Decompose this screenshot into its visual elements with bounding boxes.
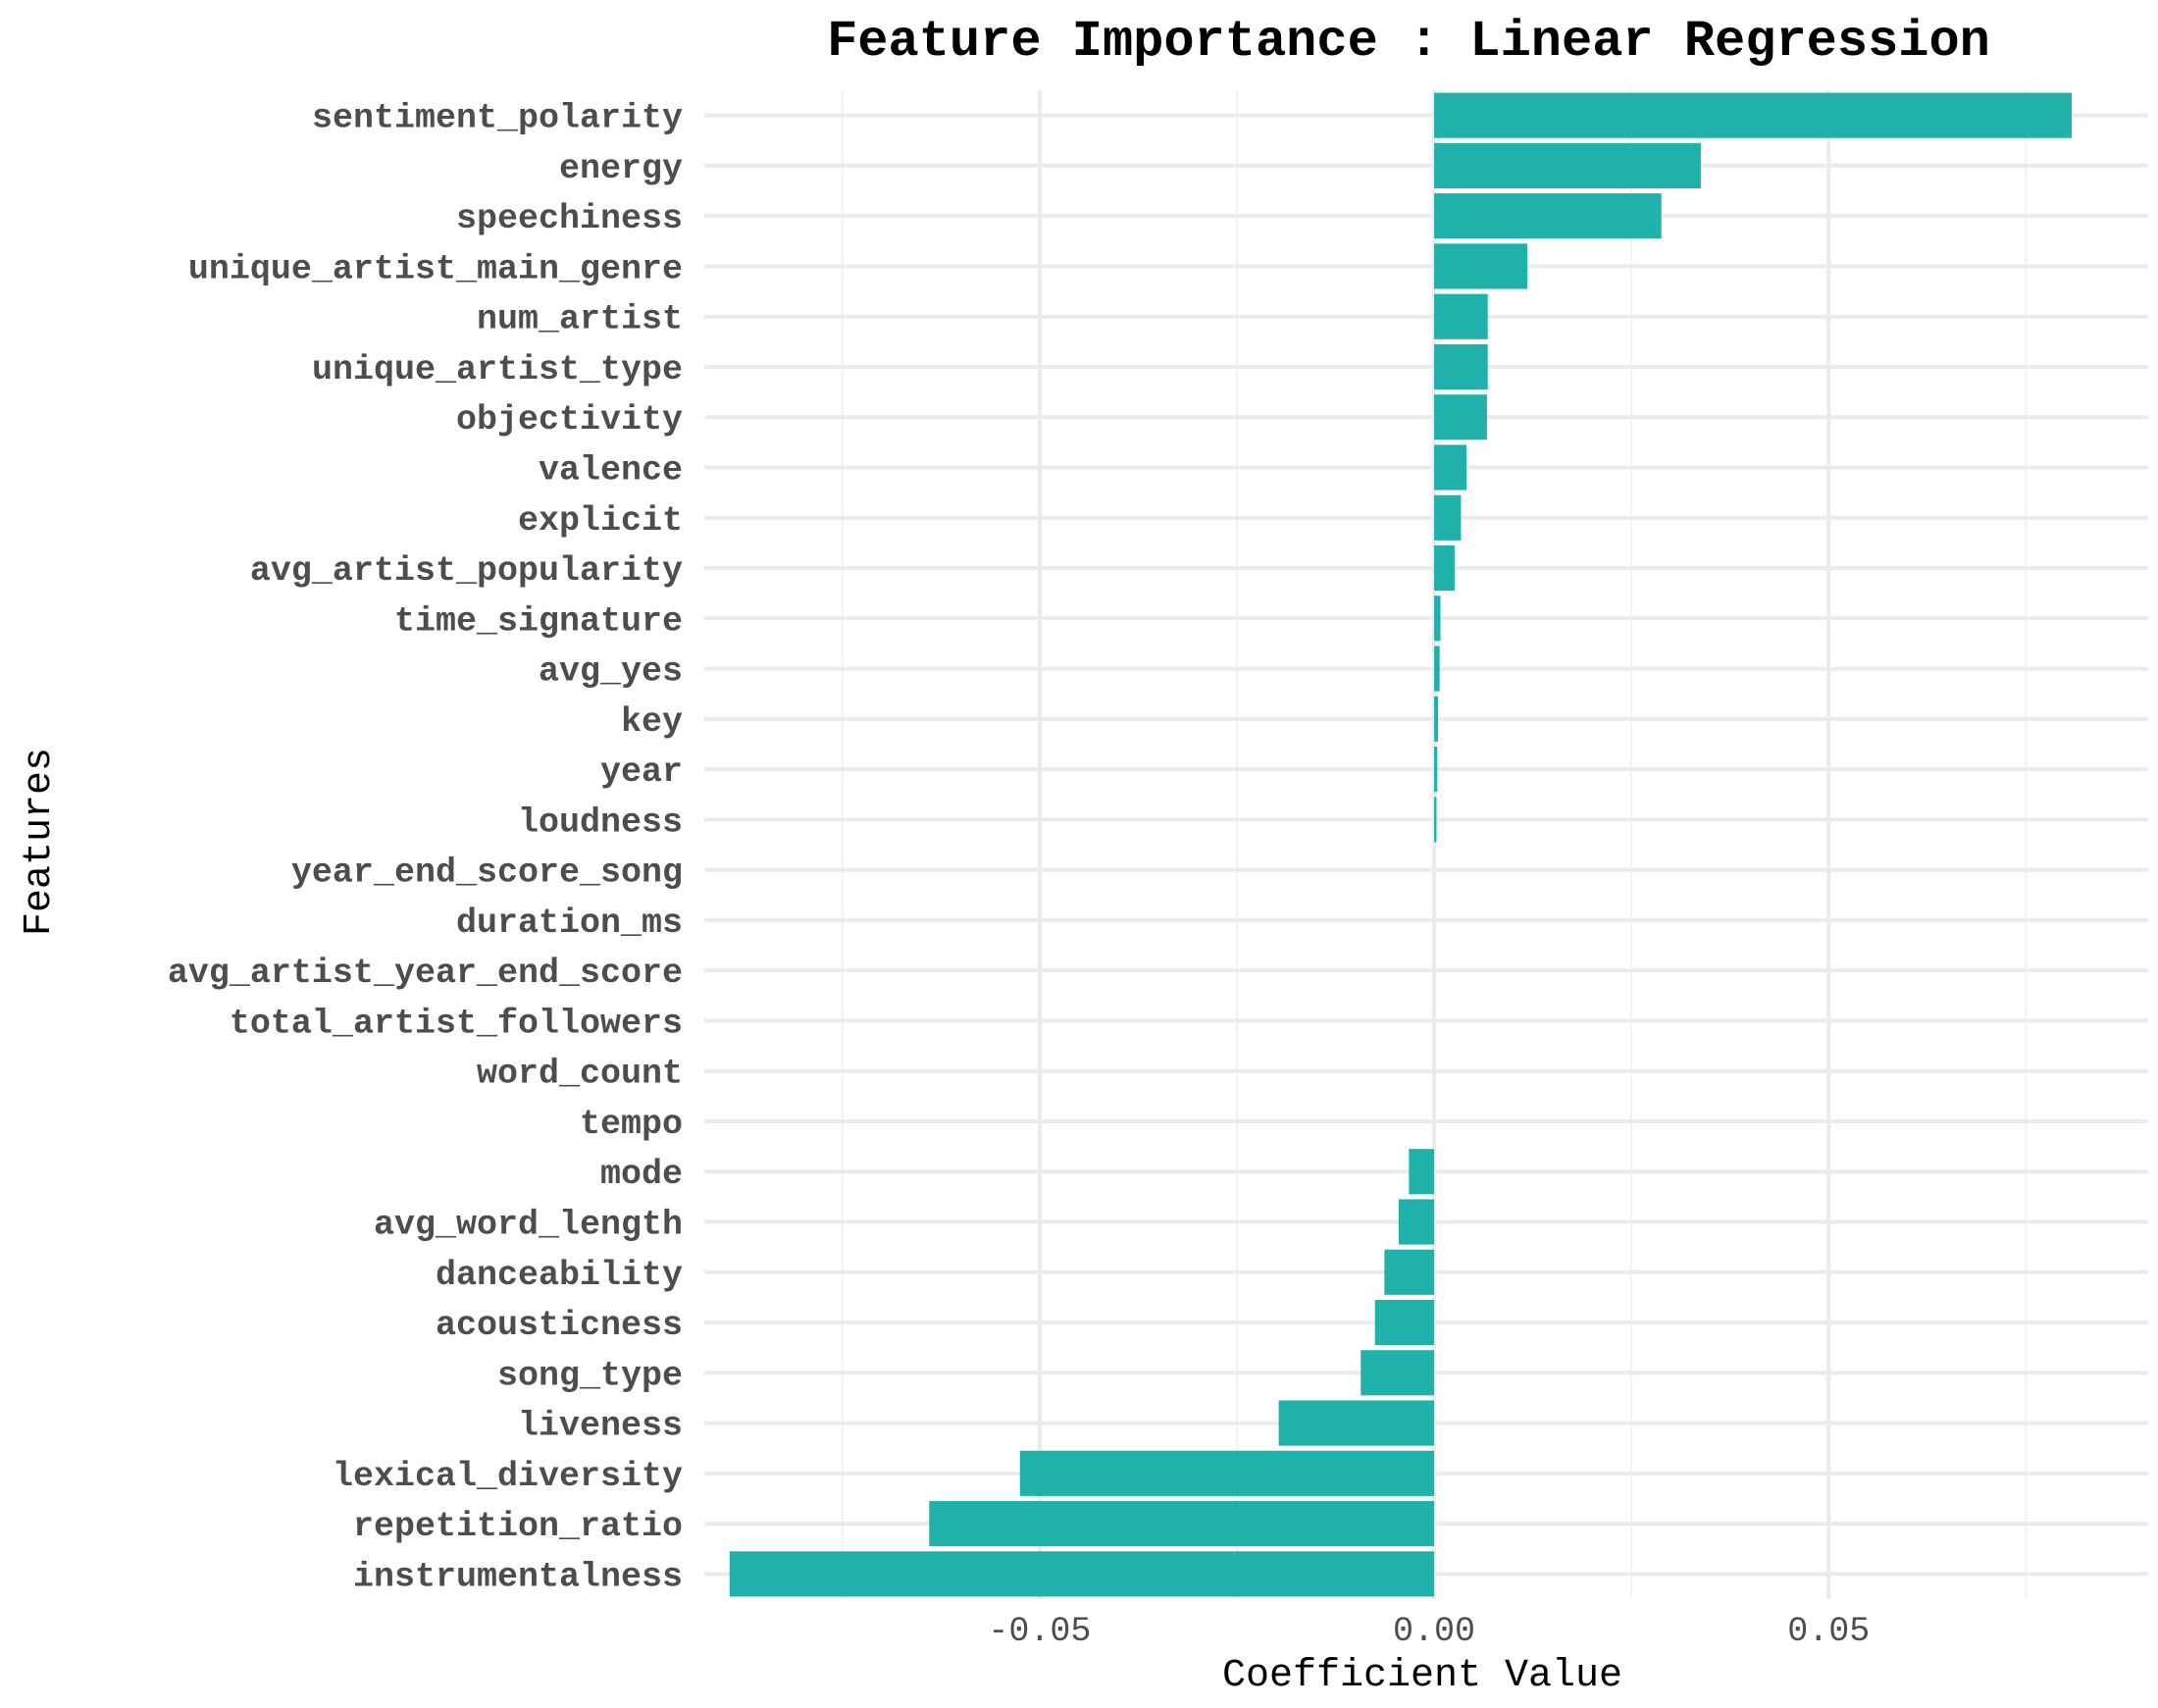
grid-lines: [704, 90, 2148, 1599]
y-axis-title: Features: [18, 748, 62, 936]
bar-energy: [1434, 142, 1701, 188]
y-tick-label: energy: [559, 149, 683, 188]
bar-explicit: [1434, 494, 1462, 541]
y-tick-label: tempo: [580, 1105, 683, 1144]
y-tick-label: acousticness: [436, 1306, 683, 1345]
bar-unique_artist_main_genre: [1434, 243, 1527, 289]
y-tick-label: repetition_ratio: [353, 1507, 683, 1546]
y-tick-label: sentiment_polarity: [312, 99, 683, 138]
bar-loudness: [1434, 797, 1437, 843]
x-axis-tick-labels: -0.05 0.00 0.05: [988, 1612, 1870, 1651]
y-tick-label: lexical_diversity: [333, 1457, 683, 1496]
bar-time_signature: [1434, 595, 1441, 642]
y-tick-label: year_end_score_song: [291, 854, 683, 893]
bar-sentiment_polarity: [1434, 92, 2072, 138]
bar-acousticness: [1374, 1299, 1435, 1346]
bar-unique_artist_type: [1434, 343, 1488, 390]
bar-year: [1434, 747, 1438, 793]
y-tick-label: year: [600, 752, 683, 792]
bar-objectivity: [1434, 394, 1487, 440]
y-tick-label: unique_artist_main_genre: [188, 249, 683, 288]
y-tick-label: song_type: [497, 1356, 683, 1395]
y-tick-label: explicit: [518, 501, 683, 541]
y-tick-label: avg_yes: [539, 652, 683, 692]
y-tick-label: word_count: [477, 1055, 683, 1094]
y-tick-label: time_signature: [394, 601, 683, 641]
bar-danceability: [1384, 1249, 1435, 1295]
y-tick-label: avg_word_length: [374, 1206, 683, 1245]
bar-avg_word_length: [1398, 1199, 1435, 1245]
y-tick-label: avg_artist_year_end_score: [168, 954, 683, 993]
y-tick-label: valence: [539, 451, 683, 491]
bar-valence: [1434, 444, 1467, 491]
bar-speechiness: [1434, 193, 1662, 239]
bars: [729, 92, 2072, 1597]
y-tick-label: key: [621, 702, 683, 742]
y-tick-label: loudness: [518, 802, 683, 842]
bar-liveness: [1278, 1400, 1435, 1446]
y-tick-label: num_artist: [477, 300, 683, 339]
x-axis-title: Coefficient Value: [1222, 1654, 1622, 1698]
bar-song_type: [1361, 1350, 1435, 1396]
y-tick-label: danceability: [436, 1256, 683, 1295]
x-tick-label: 0.00: [1393, 1612, 1475, 1651]
bar-mode: [1409, 1149, 1435, 1195]
bar-num_artist: [1434, 293, 1488, 339]
bar-avg_artist_popularity: [1434, 544, 1455, 592]
bar-instrumentalness: [729, 1551, 1435, 1597]
x-tick-label: -0.05: [988, 1612, 1091, 1651]
y-tick-label: mode: [600, 1155, 683, 1194]
y-tick-label: liveness: [518, 1407, 683, 1446]
bar-lexical_diversity: [1019, 1450, 1435, 1496]
chart-title: Feature Importance : Linear Regression: [827, 13, 1990, 71]
x-tick-label: 0.05: [1787, 1612, 1870, 1651]
y-tick-label: duration_ms: [456, 904, 683, 943]
bar-key: [1434, 696, 1439, 742]
y-tick-label: unique_artist_type: [312, 350, 683, 389]
y-tick-label: objectivity: [456, 400, 683, 440]
bar-repetition_ratio: [929, 1501, 1435, 1547]
y-tick-label: speechiness: [456, 199, 683, 238]
y-tick-label: avg_artist_popularity: [250, 551, 683, 591]
y-tick-label: instrumentalness: [353, 1557, 683, 1596]
y-tick-label: total_artist_followers: [230, 1004, 683, 1043]
bar-avg_yes: [1434, 646, 1440, 692]
